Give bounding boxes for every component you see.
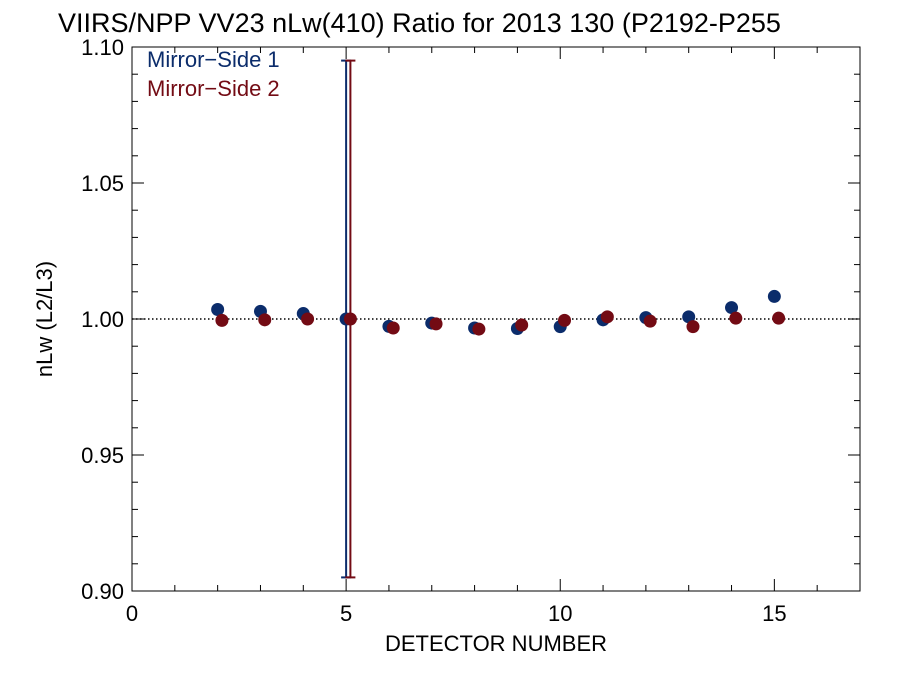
ticks-layer: 0 5 10 15 0.90 0.95 1.00 1.05 1.10 <box>81 35 860 626</box>
y-tick-label: 0.95 <box>81 443 124 468</box>
data-point-series-2 <box>258 313 272 327</box>
data-point-series-2 <box>215 313 229 327</box>
chart-title: VIIRS/NPP VV23 nLw(410) Ratio for 2013 1… <box>58 8 781 38</box>
legend: Mirror−Side 1 Mirror−Side 2 <box>147 47 280 101</box>
x-tick-label: 15 <box>762 601 786 626</box>
data-point-series-2 <box>558 313 572 327</box>
data-point-series-2 <box>472 322 486 336</box>
data-point-series-2 <box>301 312 315 326</box>
data-point-series-2 <box>772 311 786 325</box>
data-point-series-1 <box>682 310 696 324</box>
data-point-series-1 <box>211 302 225 316</box>
data-point-series-2 <box>600 310 614 324</box>
y-tick-label: 0.90 <box>81 579 124 604</box>
data-point-series-2 <box>429 317 443 331</box>
y-axis-title: nLw (L2/L3) <box>32 261 57 377</box>
data-point-series-1 <box>767 289 781 303</box>
data-point-series-2 <box>729 311 743 325</box>
data-point-series-1 <box>725 301 739 315</box>
y-tick-label: 1.05 <box>81 171 124 196</box>
data-point-series-2 <box>643 314 657 328</box>
y-tick-label: 1.00 <box>81 307 124 332</box>
legend-entry: Mirror−Side 1 <box>147 47 280 72</box>
x-tick-label: 5 <box>340 601 352 626</box>
x-tick-label: 10 <box>548 601 572 626</box>
data-point-series-2 <box>686 320 700 334</box>
y-tick-label: 1.10 <box>81 35 124 60</box>
marks-layer <box>211 59 786 579</box>
data-point-series-2 <box>515 318 529 332</box>
data-point-series-2 <box>386 321 400 335</box>
x-axis-title: DETECTOR NUMBER <box>385 631 607 656</box>
x-tick-label: 0 <box>126 601 138 626</box>
data-point-series-2 <box>343 312 357 326</box>
legend-entry: Mirror−Side 2 <box>147 76 280 101</box>
